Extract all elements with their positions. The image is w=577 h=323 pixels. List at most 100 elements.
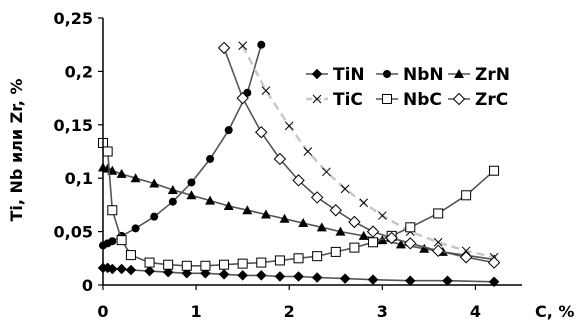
x-tick-label: 4: [470, 302, 481, 321]
data-point-tic: [303, 147, 313, 156]
data-point-zrc: [431, 244, 445, 258]
data-point-zrn: [260, 209, 271, 219]
data-point-zrc: [329, 204, 342, 217]
y-axis-title: Ti, Nb или Zr, %: [7, 79, 26, 222]
data-point-zrc: [487, 256, 501, 269]
series-tin: [97, 262, 500, 288]
data-point-zrc: [273, 152, 287, 166]
x-tick-label: 2: [284, 302, 295, 321]
data-point-zrc: [217, 41, 231, 55]
data-point-zrc: [404, 237, 417, 250]
data-point-tin: [311, 272, 323, 283]
legend-item-tic: TiC: [306, 90, 363, 110]
data-point-nbc: [274, 255, 285, 266]
data-point-nbc: [349, 242, 360, 253]
data-point-tin: [218, 268, 230, 280]
x-tick-label: 1: [191, 302, 202, 321]
data-point-nbn: [257, 40, 266, 49]
data-point-tin: [367, 274, 379, 286]
y-tick-label: 0,25: [54, 9, 93, 28]
data-point-nbc: [163, 259, 174, 270]
data-point-tin: [442, 275, 453, 287]
legend-item-zrn: ZrN: [448, 65, 510, 85]
legend-marker-nbc: [382, 94, 392, 104]
data-point-nbc: [461, 190, 472, 201]
data-point-tic: [461, 246, 471, 256]
data-point-nbn: [206, 154, 215, 163]
legend-label-nbc: NbC: [403, 90, 442, 110]
data-point-zrn: [395, 239, 406, 249]
data-point-nbn: [108, 237, 117, 246]
legend-label-zrc: ZrC: [475, 90, 508, 110]
x-tick-label: 3: [377, 302, 388, 321]
data-point-zrn: [242, 205, 253, 215]
legend-item-tin: TiN: [306, 65, 365, 85]
data-point-zrc: [236, 91, 249, 105]
data-point-nbc: [219, 259, 230, 270]
data-point-zrc: [459, 251, 473, 264]
data-point-tic: [238, 41, 248, 51]
data-point-tic: [377, 211, 387, 220]
data-point-nbc: [181, 260, 192, 271]
data-point-zrn: [149, 178, 160, 188]
data-point-tin: [106, 263, 118, 275]
data-point-tin: [144, 265, 155, 277]
data-point-zrc: [366, 225, 380, 238]
legend-marker-zrn: [454, 69, 464, 78]
data-point-nbc: [368, 237, 379, 248]
data-point-nbn: [224, 126, 233, 135]
data-point-nbc: [102, 146, 113, 157]
data-point-nbc: [293, 253, 304, 264]
data-point-tin: [125, 264, 137, 276]
data-point-nbc: [144, 257, 155, 268]
data-point-zrc: [292, 174, 305, 187]
data-point-tin: [255, 270, 267, 281]
data-point-nbc: [312, 251, 323, 262]
data-point-zrn: [223, 200, 234, 210]
data-point-nbc: [116, 235, 127, 246]
data-point-nbn: [131, 224, 140, 233]
series-line-nbn: [102, 44, 263, 247]
data-point-tin: [237, 270, 249, 281]
legend-label-tic: TiC: [333, 90, 363, 110]
series-layer: [97, 40, 501, 288]
legend-marker-nbn: [383, 70, 391, 78]
legend-label-zrn: ZrN: [475, 65, 510, 85]
data-point-tic: [359, 198, 369, 208]
data-point-tin: [274, 271, 286, 282]
data-point-nbn: [187, 178, 196, 187]
data-point-zrn: [205, 195, 216, 205]
data-point-zrn: [335, 226, 346, 236]
data-point-nbc: [489, 165, 500, 176]
data-point-tin: [116, 263, 127, 275]
data-point-nbc: [237, 258, 248, 269]
y-tick-label: 0,1: [65, 169, 93, 188]
legend-item-nbc: NbC: [376, 90, 442, 110]
data-point-zrc: [255, 126, 268, 139]
legend-label-tin: TiN: [333, 65, 365, 85]
data-point-zrn: [116, 168, 127, 178]
legend-marker-tic: [312, 94, 322, 104]
series-line-tic: [241, 45, 495, 259]
data-point-zrn: [130, 173, 141, 183]
legend-marker-zrc: [452, 92, 466, 106]
data-point-zrn: [316, 222, 327, 232]
data-point-zrn: [419, 243, 430, 253]
y-tick-label: 0,2: [65, 62, 93, 81]
legend-item-nbn: NbN: [376, 65, 444, 85]
data-point-tic: [433, 237, 443, 247]
y-tick-label: 0,05: [54, 223, 93, 242]
data-point-nbc: [125, 250, 136, 261]
axes-layer: 0 0,05 0,1 0,15 0,2 0,25 0 1 2 3 4: [54, 9, 522, 321]
data-point-tic: [340, 184, 350, 194]
data-point-zrn: [167, 184, 178, 194]
data-point-nbn: [150, 212, 159, 221]
data-point-nbc: [433, 208, 444, 219]
data-point-zrn: [186, 190, 197, 200]
legend-item-zrc: ZrC: [448, 90, 508, 110]
legend-marker-tin: [311, 68, 323, 80]
data-point-zrn: [298, 218, 309, 228]
data-point-zrc: [348, 215, 361, 229]
data-point-zrc: [310, 191, 324, 204]
